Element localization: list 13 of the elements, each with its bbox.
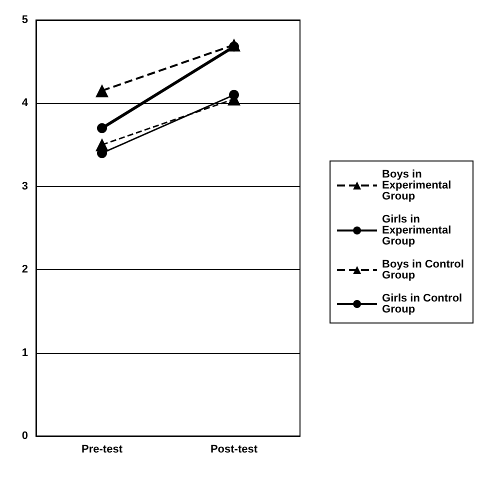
- x-tick-label: Pre-test: [82, 444, 123, 456]
- x-tick-label: Post-test: [210, 444, 258, 456]
- legend-label: Boys in Experimental Group: [382, 168, 454, 202]
- legend-label: Girls in Experimental Group: [382, 214, 454, 248]
- y-tick-label: 1: [22, 346, 28, 359]
- legend-label: Boys in Control Group: [382, 258, 468, 282]
- y-tick-label: 3: [22, 180, 28, 192]
- y-tick-label: 2: [22, 264, 28, 276]
- y-tick-label: 0: [22, 430, 28, 442]
- y-tick-label: 5: [22, 14, 28, 26]
- point: [97, 123, 107, 134]
- legend-label: Girls in Control Group: [382, 292, 466, 316]
- y-tick-label: 4: [22, 97, 29, 110]
